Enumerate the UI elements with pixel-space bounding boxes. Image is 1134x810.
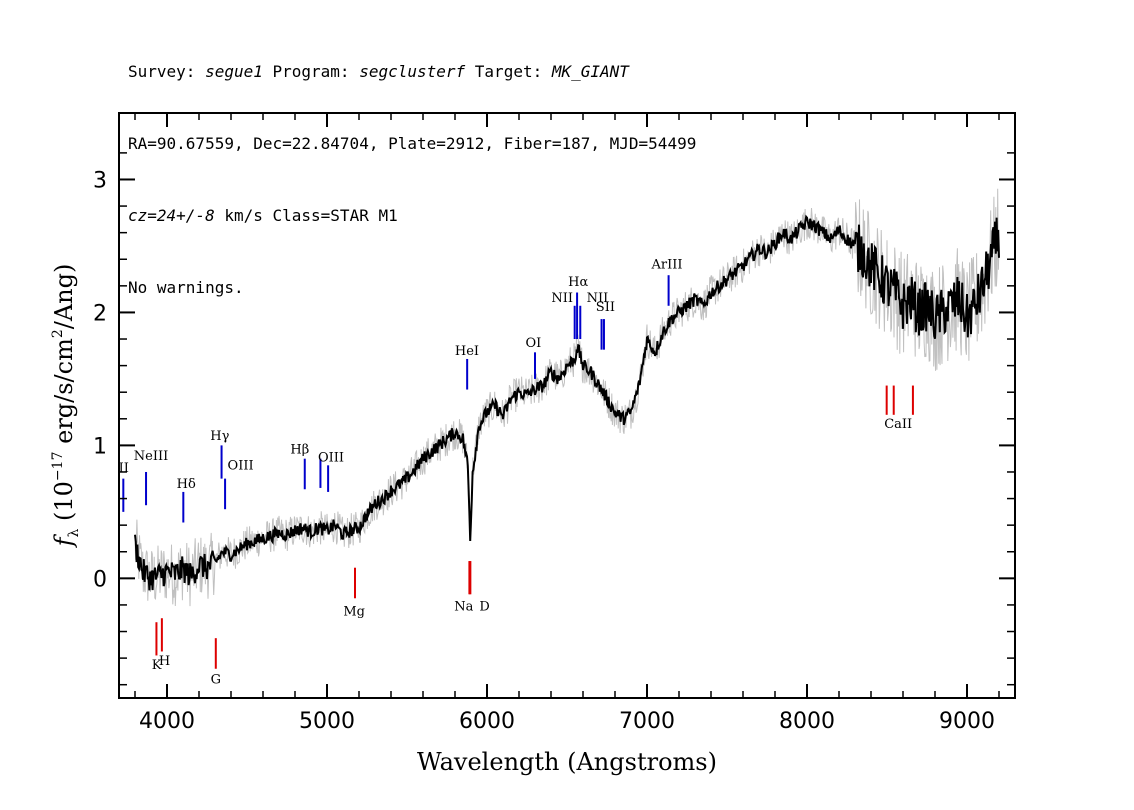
- y-tick-label: 0: [93, 567, 107, 592]
- class-value: km/s Class=STAR M1: [214, 206, 398, 225]
- line-label: D: [479, 599, 489, 614]
- x-tick-label: 8000: [779, 709, 835, 734]
- line-label: Hγ: [210, 429, 229, 444]
- header-line-warnings: No warnings.: [128, 278, 244, 297]
- target-value: MK_GIANT: [551, 62, 629, 81]
- line-label: OI: [526, 336, 542, 351]
- line-label: Na: [454, 599, 473, 614]
- line-label: Hα: [568, 275, 588, 290]
- program-value: segclusterf: [359, 62, 466, 81]
- x-tick-label: 5000: [299, 709, 355, 734]
- y-axis-label: fλ (10−17 erg/s/cm2/Ang): [50, 264, 82, 549]
- target-label: Target:: [465, 62, 552, 81]
- line-label: SII: [596, 300, 615, 315]
- line-label: H: [159, 654, 170, 669]
- spectrum-line: [134, 214, 1000, 591]
- header-line-redshift: cz=24+/-8 km/s Class=STAR M1: [128, 204, 696, 228]
- line-label: K: [152, 658, 162, 673]
- noise-line: [134, 188, 1000, 607]
- line-label: HeI: [455, 344, 479, 359]
- line-label: NeIII: [134, 449, 168, 464]
- line-label: G: [211, 672, 221, 687]
- line-label: Mg: [343, 605, 365, 620]
- header-line-survey: Survey: segue1 Program: segclusterf Targ…: [128, 60, 696, 84]
- survey-value: segue1: [205, 62, 263, 81]
- redshift-value: cz=24+/-8: [128, 206, 215, 225]
- line-markers: [122, 275, 914, 669]
- line-label: ArIII: [650, 258, 682, 273]
- y-tick-label: 2: [93, 301, 107, 326]
- line-labels: IINeIIIHδHγOIIIHβOIIIHeIOINIIHαNIISIIArI…: [119, 258, 913, 688]
- line-label: Hβ: [290, 442, 309, 457]
- noise-band: [134, 188, 1000, 607]
- header-line-coordinates: RA=90.67559, Dec=22.84704, Plate=2912, F…: [128, 134, 697, 153]
- plot-frame: [118, 112, 1016, 699]
- line-label: NII: [587, 291, 609, 306]
- axis-ticks: 4000 5000 6000 7000 8000 9000 0 1 2 3: [93, 113, 1015, 734]
- x-tick-label: 7000: [619, 709, 675, 734]
- spectrum-series: [134, 214, 1000, 591]
- x-axis-label: Wavelength (Angstroms): [417, 748, 717, 776]
- x-tick-label: 4000: [139, 709, 195, 734]
- line-label: OIII: [318, 450, 344, 465]
- x-tick-label: 9000: [939, 709, 995, 734]
- survey-label: Survey:: [128, 62, 206, 81]
- line-label: CaII: [884, 417, 912, 432]
- y-tick-label: 3: [93, 168, 107, 193]
- line-label: OIII: [228, 458, 254, 473]
- line-label: II: [119, 461, 129, 476]
- y-tick-label: 1: [93, 434, 107, 459]
- spectrum-header: Survey: segue1 Program: segclusterf Targ…: [128, 12, 696, 324]
- line-label: NII: [551, 291, 573, 306]
- program-label: Program:: [262, 62, 360, 81]
- line-label: Hδ: [177, 477, 196, 492]
- x-tick-label: 6000: [459, 709, 515, 734]
